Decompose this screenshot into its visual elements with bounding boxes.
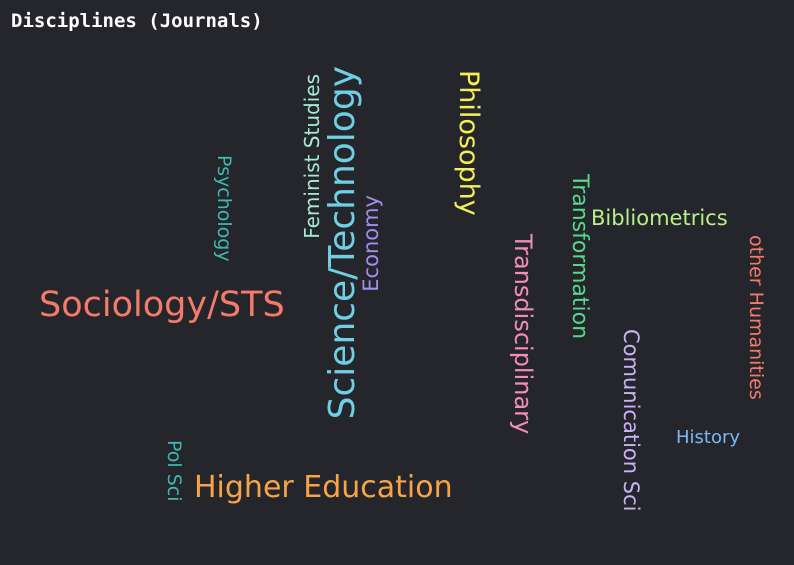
word-science-technology: Science/Technology — [322, 66, 363, 420]
word-history: History — [676, 427, 741, 448]
word-transformation: Transformation — [567, 174, 592, 340]
word-philosophy: Philosophy — [453, 70, 484, 216]
word-economy: Economy — [359, 195, 383, 292]
word-other-humanities: other Humanities — [745, 235, 767, 400]
word-comunication-sci: Comunication Sci — [619, 329, 643, 512]
word-transdisciplinary: Transdisciplinary — [509, 234, 537, 435]
word-sociology-sts: Sociology/STS — [39, 285, 285, 325]
chart-title: Disciplines (Journals) — [11, 10, 263, 32]
word-higher-education: Higher Education — [194, 470, 453, 505]
word-psychology: Psychology — [213, 155, 235, 262]
word-bibliometrics: Bibliometrics — [591, 206, 728, 230]
word-feminist-studies: Feminist Studies — [300, 74, 324, 239]
word-pol-sci: Pol Sci — [163, 440, 185, 502]
